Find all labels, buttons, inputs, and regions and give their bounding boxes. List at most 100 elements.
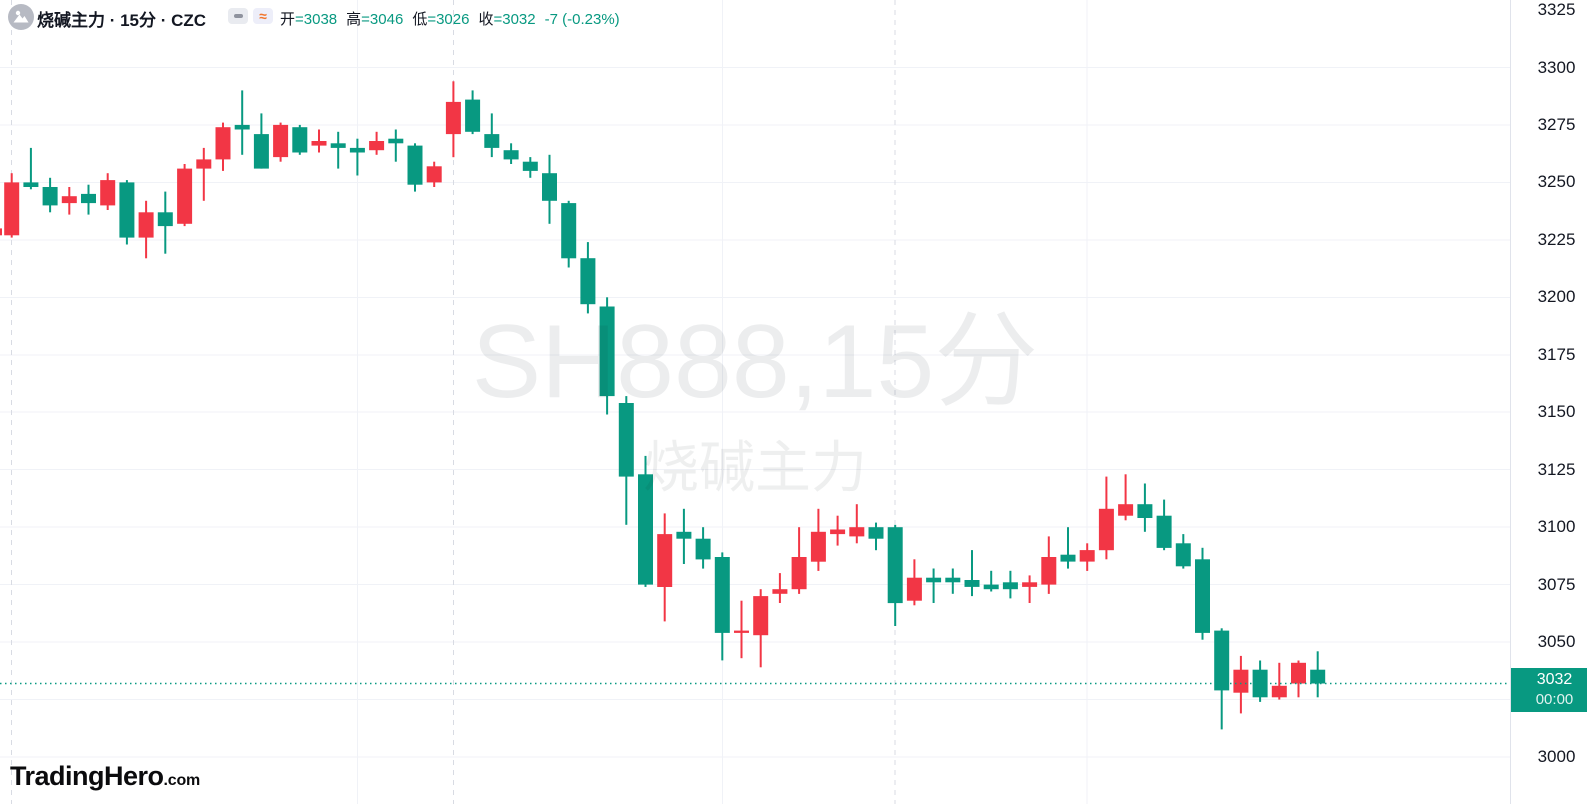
candle	[599, 297, 615, 415]
axis-price-label: 3125	[1537, 459, 1576, 479]
candle	[1002, 570, 1018, 599]
candle	[1195, 547, 1210, 640]
approx-pill-button[interactable]: ≈	[253, 8, 273, 24]
logo-brand-text: TradingHero	[10, 761, 164, 791]
candle	[81, 184, 96, 215]
candle	[503, 143, 519, 164]
flag-pill-button[interactable]	[228, 8, 248, 24]
candle	[484, 113, 500, 158]
candle	[1060, 527, 1076, 569]
candle	[253, 113, 269, 169]
candle	[157, 191, 173, 254]
axis-price-label: 3000	[1537, 747, 1576, 766]
symbol-legend: 烧碱主力 · 15分 · CZC ≈ 开 =3038 高 =3046 低 =3026 …	[0, 0, 1510, 34]
candle	[1041, 536, 1057, 594]
candle	[292, 124, 308, 155]
candle	[119, 180, 135, 245]
candle	[1118, 474, 1134, 521]
axis-price-label: 3300	[1537, 57, 1576, 77]
candle	[849, 504, 865, 544]
ohlc-change: -7 (-0.23%)	[544, 11, 620, 28]
dash-icon	[233, 14, 243, 18]
candle	[887, 524, 903, 626]
candle	[714, 552, 730, 661]
candle	[1271, 662, 1287, 700]
candle	[618, 396, 634, 525]
candle	[522, 157, 538, 178]
candle	[734, 600, 749, 659]
candle	[638, 455, 653, 587]
candle	[1252, 660, 1268, 702]
candle	[1079, 543, 1095, 571]
candle	[349, 138, 365, 176]
candle	[100, 173, 116, 210]
ohlc-low: 低 =3026	[412, 11, 470, 28]
candle	[1156, 499, 1172, 551]
chart-canvas[interactable]: SH888,15分 烧碱主力 烧碱主力 · 15分 · CZC ≈ 开 =3038	[0, 0, 1510, 804]
ohlc-close: 收 =3032	[478, 11, 536, 28]
candle	[1175, 534, 1191, 569]
candle	[1137, 483, 1153, 532]
candle	[1214, 628, 1230, 730]
candle	[945, 568, 961, 594]
candle	[542, 154, 557, 224]
mountain-icon	[13, 10, 29, 23]
candle	[196, 147, 212, 201]
candle	[4, 173, 20, 238]
last-price-value: 3032	[1536, 671, 1573, 688]
candle	[868, 522, 884, 551]
axis-price-label: 3275	[1537, 114, 1576, 134]
candle	[983, 570, 999, 592]
candle	[1022, 575, 1038, 603]
candle	[0, 228, 2, 236]
candle	[657, 513, 673, 622]
axis-price-label: 3325	[1537, 0, 1576, 19]
candle	[695, 527, 711, 569]
candle	[561, 200, 577, 268]
ohlc-open: 开 =3038	[280, 11, 338, 28]
candle	[926, 568, 942, 603]
candle	[407, 143, 423, 192]
candle	[273, 122, 289, 162]
candle	[1233, 655, 1249, 714]
axis-price-label: 3100	[1537, 517, 1576, 537]
candle	[465, 90, 481, 135]
candle	[138, 200, 154, 259]
candle	[580, 242, 596, 314]
candle	[1098, 476, 1114, 560]
candles-layer	[0, 0, 1510, 804]
candle	[810, 508, 826, 571]
last-price-tag: 3032 00:00	[1511, 667, 1587, 712]
candle	[426, 161, 442, 187]
symbol-title[interactable]: 烧碱主力 · 15分 · CZC	[37, 11, 207, 30]
price-axis[interactable]: 3325 3300 3275 3250 3225 3200 3175 3150 3125 3100…	[1510, 0, 1587, 804]
axis-price-label: 3150	[1537, 402, 1576, 422]
candle	[369, 131, 385, 155]
logo-tld-text: .com	[163, 772, 201, 789]
candle	[234, 90, 250, 155]
axis-price-label: 3075	[1537, 574, 1576, 594]
candle	[964, 550, 980, 597]
candle	[676, 508, 692, 564]
candle	[1310, 651, 1326, 698]
candle	[330, 131, 346, 169]
candle	[906, 559, 922, 606]
axis-price-label: 3250	[1537, 172, 1576, 192]
candle	[388, 129, 404, 162]
tradinghero-logo: TradingHero .com	[10, 761, 200, 792]
candle	[215, 122, 231, 171]
axis-price-label: 3200	[1537, 287, 1576, 307]
candle	[61, 187, 77, 215]
candle	[311, 129, 327, 153]
ohlc-readout: 开 =3038 高 =3046 低 =3026 收 =3032 -7 (-0.23%)	[280, 8, 620, 29]
candle	[23, 147, 39, 190]
bar-countdown: 00:00	[1535, 691, 1574, 708]
candle	[791, 527, 807, 594]
candle	[753, 589, 769, 668]
axis-price-label: 3175	[1537, 344, 1576, 364]
candle	[830, 515, 846, 546]
symbol-avatar[interactable]	[8, 4, 34, 30]
axis-price-label: 3050	[1537, 632, 1576, 652]
candle	[177, 164, 193, 227]
